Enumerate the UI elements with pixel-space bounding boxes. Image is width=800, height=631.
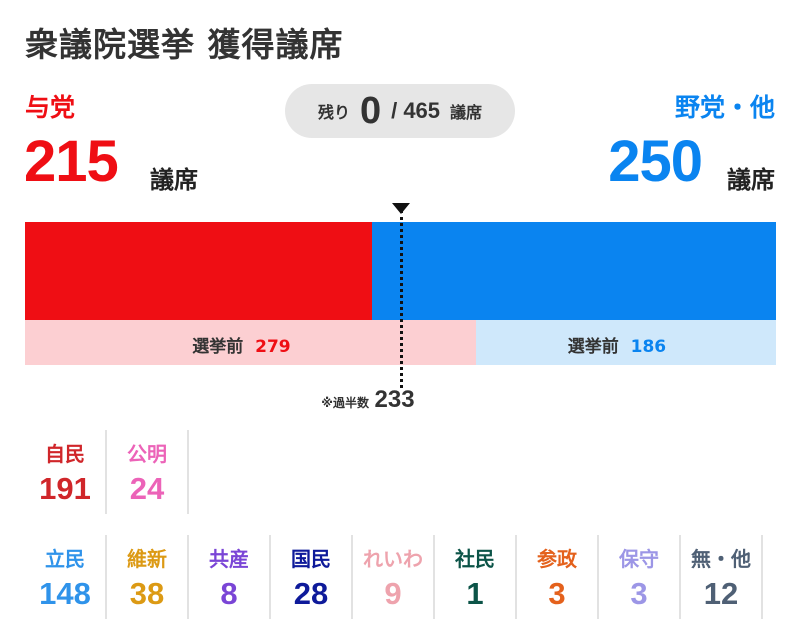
remaining-total: / 465 bbox=[391, 98, 441, 123]
ruling-unit: 議席 bbox=[150, 166, 198, 194]
opposition-party-list: 立民 148 維新 38 共産 8 国民 28 れいわ 9 社民 1 参政 3 保守 3 無・他 12 bbox=[25, 535, 763, 619]
ruling-seats: 215 bbox=[24, 129, 119, 194]
party-seats: 24 bbox=[129, 471, 165, 506]
ruling-pre-label: 選挙前 bbox=[192, 337, 244, 357]
majority-value: 233 bbox=[374, 386, 415, 413]
party-cell: れいわ 9 bbox=[353, 535, 435, 619]
party-seats: 191 bbox=[39, 471, 91, 506]
party-name: 国民 bbox=[291, 547, 331, 571]
party-cell: 立民 148 bbox=[25, 535, 107, 619]
page-title: 衆議院選挙 獲得議席 bbox=[25, 25, 344, 64]
opposition-pre-label: 選挙前 bbox=[567, 337, 619, 357]
majority-line bbox=[400, 210, 404, 388]
opposition-pre-text: 選挙前 186 bbox=[568, 332, 666, 357]
party-cell: 維新 38 bbox=[107, 535, 189, 619]
opposition-seats: 250 bbox=[608, 129, 703, 194]
party-seats: 38 bbox=[129, 576, 165, 611]
majority-text: ※過半数 233 bbox=[321, 386, 414, 414]
party-seats: 9 bbox=[384, 576, 402, 611]
ruling-pre-seats: 279 bbox=[255, 337, 291, 357]
ruling-pre-text: 選挙前 279 bbox=[192, 332, 290, 357]
remaining-badge: 残り 0 / 465 議席 bbox=[285, 84, 515, 138]
remaining-value: 0 bbox=[359, 89, 382, 132]
party-seats: 1 bbox=[466, 576, 484, 611]
ruling-party-list: 自民 191 公明 24 bbox=[25, 430, 189, 514]
majority-marker-icon bbox=[392, 203, 411, 214]
party-name: 保守 bbox=[619, 547, 659, 571]
party-seats: 148 bbox=[39, 576, 91, 611]
party-cell: 参政 3 bbox=[517, 535, 599, 619]
party-name: 無・他 bbox=[691, 547, 751, 571]
party-seats: 3 bbox=[548, 576, 566, 611]
party-name: 維新 bbox=[127, 547, 167, 571]
party-cell: 共産 8 bbox=[189, 535, 271, 619]
opposition-unit: 議席 bbox=[727, 166, 775, 194]
party-cell: 公明 24 bbox=[107, 430, 189, 514]
remaining-label: 残り bbox=[317, 103, 350, 122]
party-seats: 28 bbox=[293, 576, 329, 611]
party-name: 自民 bbox=[45, 442, 85, 466]
party-name: 参政 bbox=[537, 547, 577, 571]
party-name: 共産 bbox=[209, 547, 249, 571]
party-seats: 8 bbox=[220, 576, 238, 611]
party-cell: 保守 3 bbox=[599, 535, 681, 619]
majority-label: ※過半数 bbox=[321, 396, 369, 410]
party-name: 公明 bbox=[127, 442, 167, 466]
remaining-unit: 議席 bbox=[450, 103, 483, 122]
party-cell: 国民 28 bbox=[271, 535, 353, 619]
ruling-bar bbox=[25, 222, 373, 320]
opposition-pre-seats: 186 bbox=[630, 337, 667, 357]
ruling-label: 与党 bbox=[25, 93, 76, 122]
party-cell: 社民 1 bbox=[435, 535, 517, 619]
party-cell: 自民 191 bbox=[25, 430, 107, 514]
opposition-label: 野党・他 bbox=[674, 93, 775, 122]
party-seats: 3 bbox=[630, 576, 648, 611]
party-name: 社民 bbox=[455, 547, 495, 571]
party-cell: 無・他 12 bbox=[681, 535, 763, 619]
party-name: 立民 bbox=[45, 547, 85, 571]
party-name: れいわ bbox=[363, 547, 423, 571]
party-seats: 12 bbox=[703, 576, 739, 611]
